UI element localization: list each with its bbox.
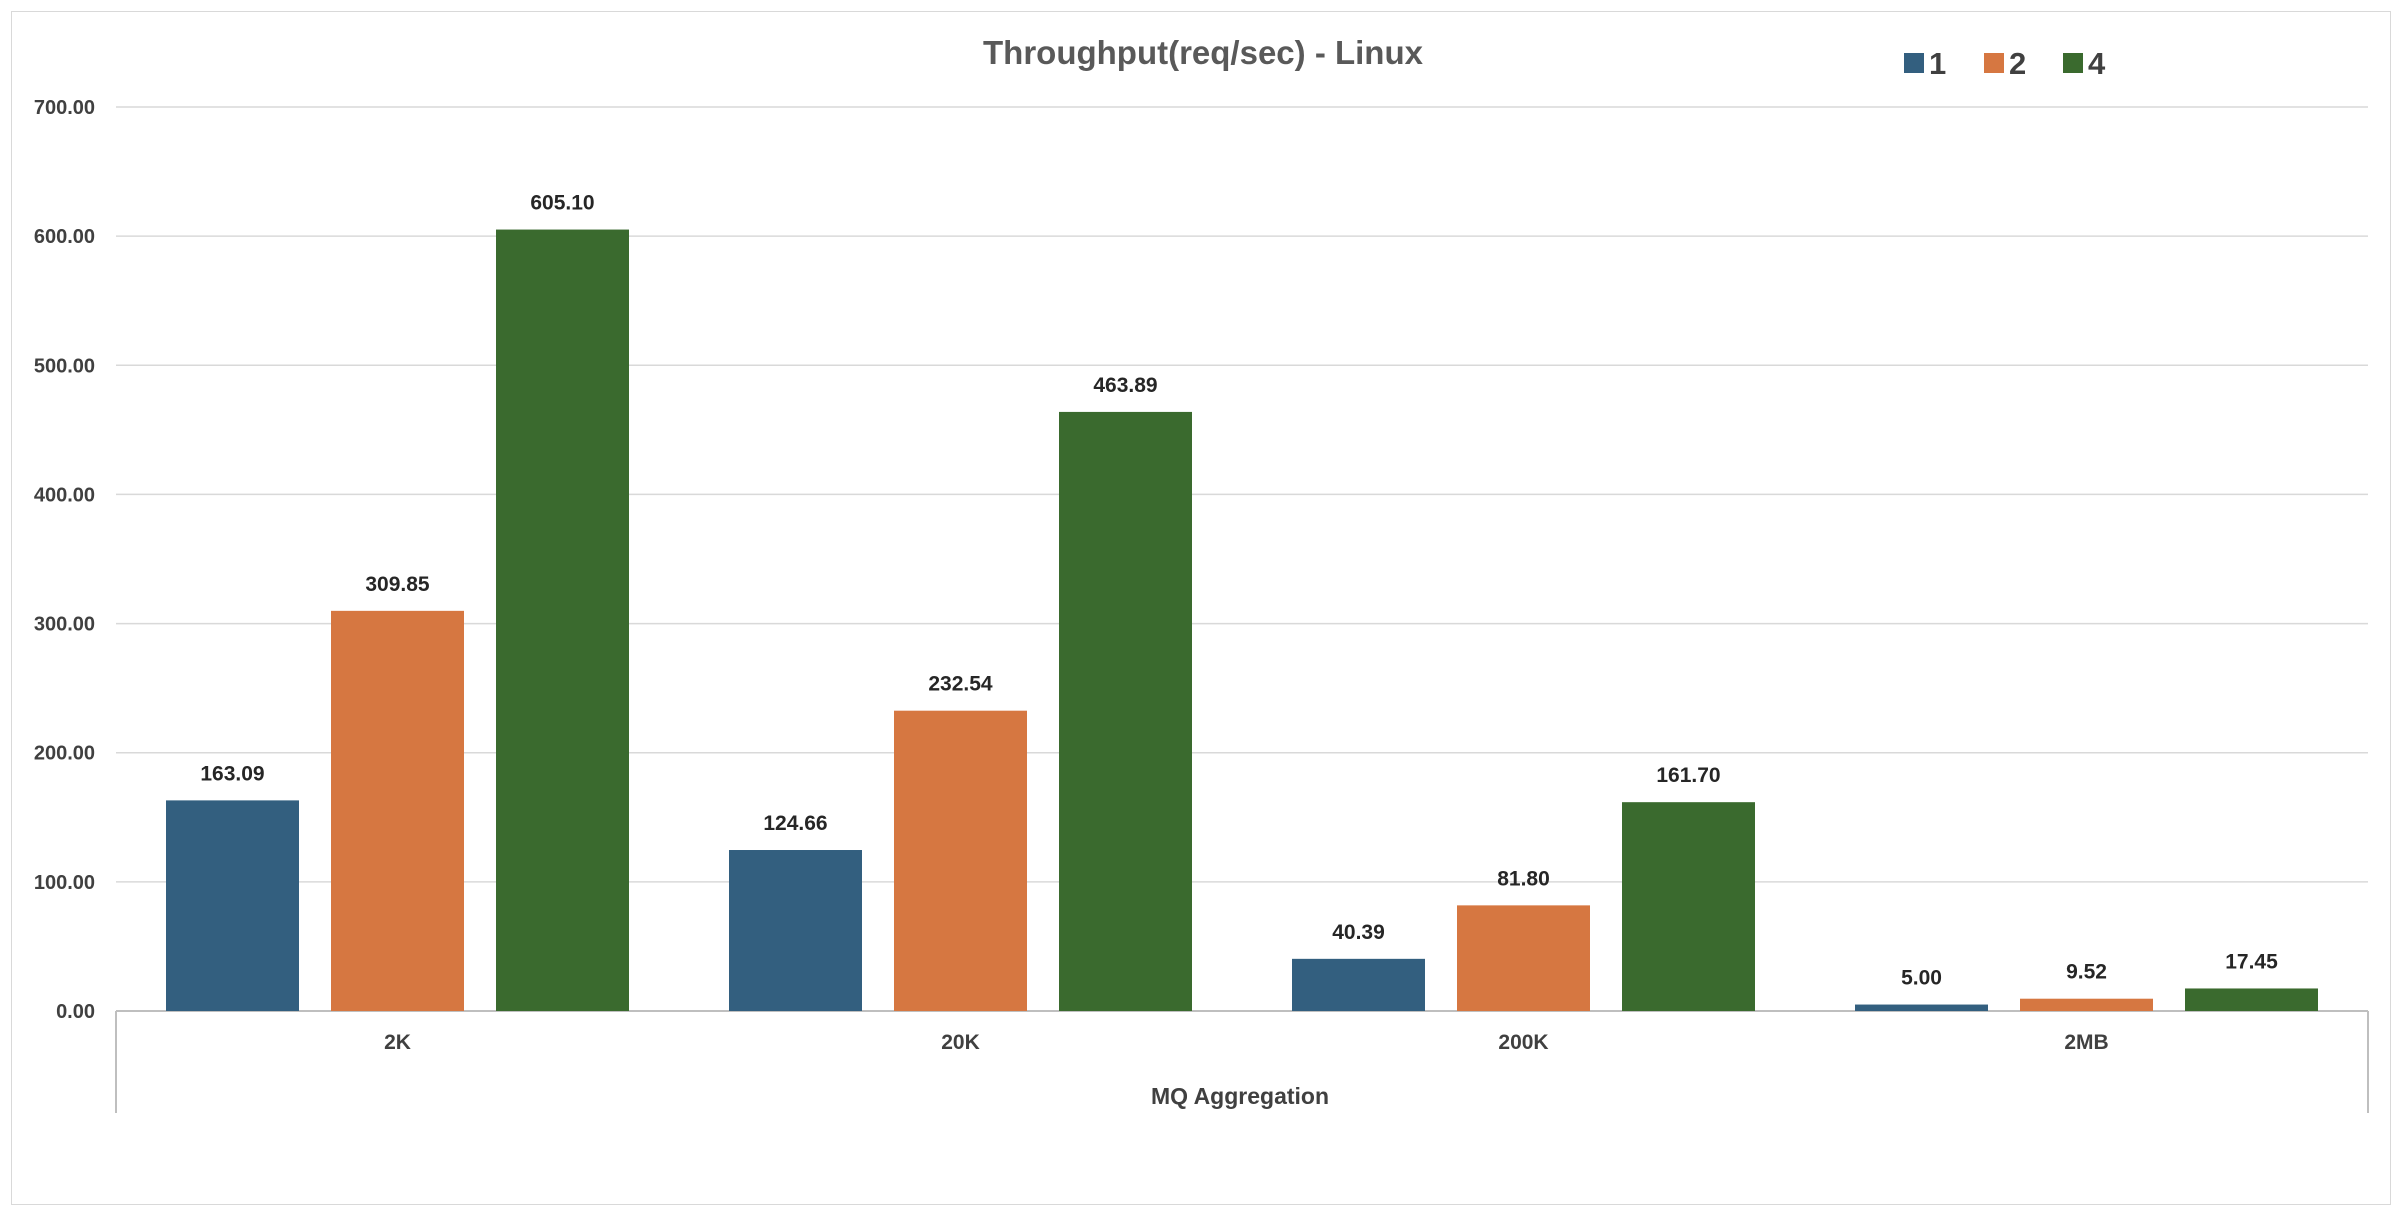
- x-tick-label: 200K: [1498, 1031, 1548, 1054]
- y-tick-label: 200.00: [34, 743, 95, 765]
- axes: 0.00 100.00 200.00 300.00 400.00 500.00 600.00…: [34, 97, 2369, 1113]
- data-label: 163.09: [200, 762, 264, 785]
- chart-title: Throughput(req/sec) - Linux: [983, 34, 1424, 71]
- data-label: 309.85: [365, 573, 430, 596]
- x-tick-label: 2MB: [2064, 1031, 2108, 1054]
- x-tick-label: 20K: [941, 1031, 980, 1054]
- legend: 1 2 4: [1904, 46, 2106, 81]
- bar-series-4-2K: [496, 229, 629, 1011]
- x-axis-title: MQ Aggregation: [1151, 1083, 1329, 1109]
- y-tick-label: 300.00: [34, 614, 95, 636]
- bar-series-1-2K: [166, 800, 299, 1011]
- bar-series-4-200K: [1622, 802, 1755, 1011]
- legend-swatch-4: [2063, 53, 2083, 73]
- x-tick-label: 2K: [384, 1031, 411, 1054]
- legend-swatch-1: [1904, 53, 1924, 73]
- bars: [166, 229, 2318, 1011]
- bar-series-2-2K: [331, 610, 464, 1011]
- data-label: 81.80: [1497, 867, 1550, 890]
- y-tick-label: 100.00: [34, 872, 95, 894]
- data-label: 463.89: [1093, 374, 1157, 397]
- data-label: 605.10: [530, 192, 594, 215]
- legend-label-4: 4: [2088, 46, 2106, 81]
- legend-label-2: 2: [2009, 46, 2026, 81]
- bar-series-4-20K: [1059, 411, 1192, 1011]
- data-labels: 163.09 309.85 605.10 124.66 232.54 463.89 40.3…: [200, 192, 2278, 990]
- data-label: 5.00: [1901, 967, 1942, 990]
- y-tick-label: 400.00: [34, 484, 95, 506]
- data-label: 124.66: [763, 812, 827, 835]
- bar-series-1-20K: [729, 850, 862, 1011]
- data-label: 9.52: [2066, 961, 2107, 984]
- data-label: 40.39: [1332, 921, 1385, 944]
- y-tick-label: 0.00: [56, 1001, 95, 1023]
- bar-series-4-2MB: [2185, 988, 2318, 1011]
- bar-series-1-2MB: [1855, 1004, 1988, 1011]
- legend-swatch-2: [1984, 53, 2004, 73]
- bar-series-2-20K: [894, 710, 1027, 1011]
- bar-series-2-2MB: [2020, 998, 2153, 1011]
- legend-label-1: 1: [1929, 46, 1946, 81]
- bar-series-2-200K: [1457, 905, 1590, 1011]
- data-label: 232.54: [928, 673, 993, 696]
- data-label: 161.70: [1656, 764, 1720, 787]
- y-tick-label: 700.00: [34, 97, 95, 119]
- y-tick-label: 600.00: [34, 226, 95, 248]
- bar-series-1-200K: [1292, 958, 1425, 1011]
- data-label: 17.45: [2225, 950, 2278, 973]
- gridlines: [116, 106, 2368, 1012]
- y-tick-label: 500.00: [34, 355, 95, 377]
